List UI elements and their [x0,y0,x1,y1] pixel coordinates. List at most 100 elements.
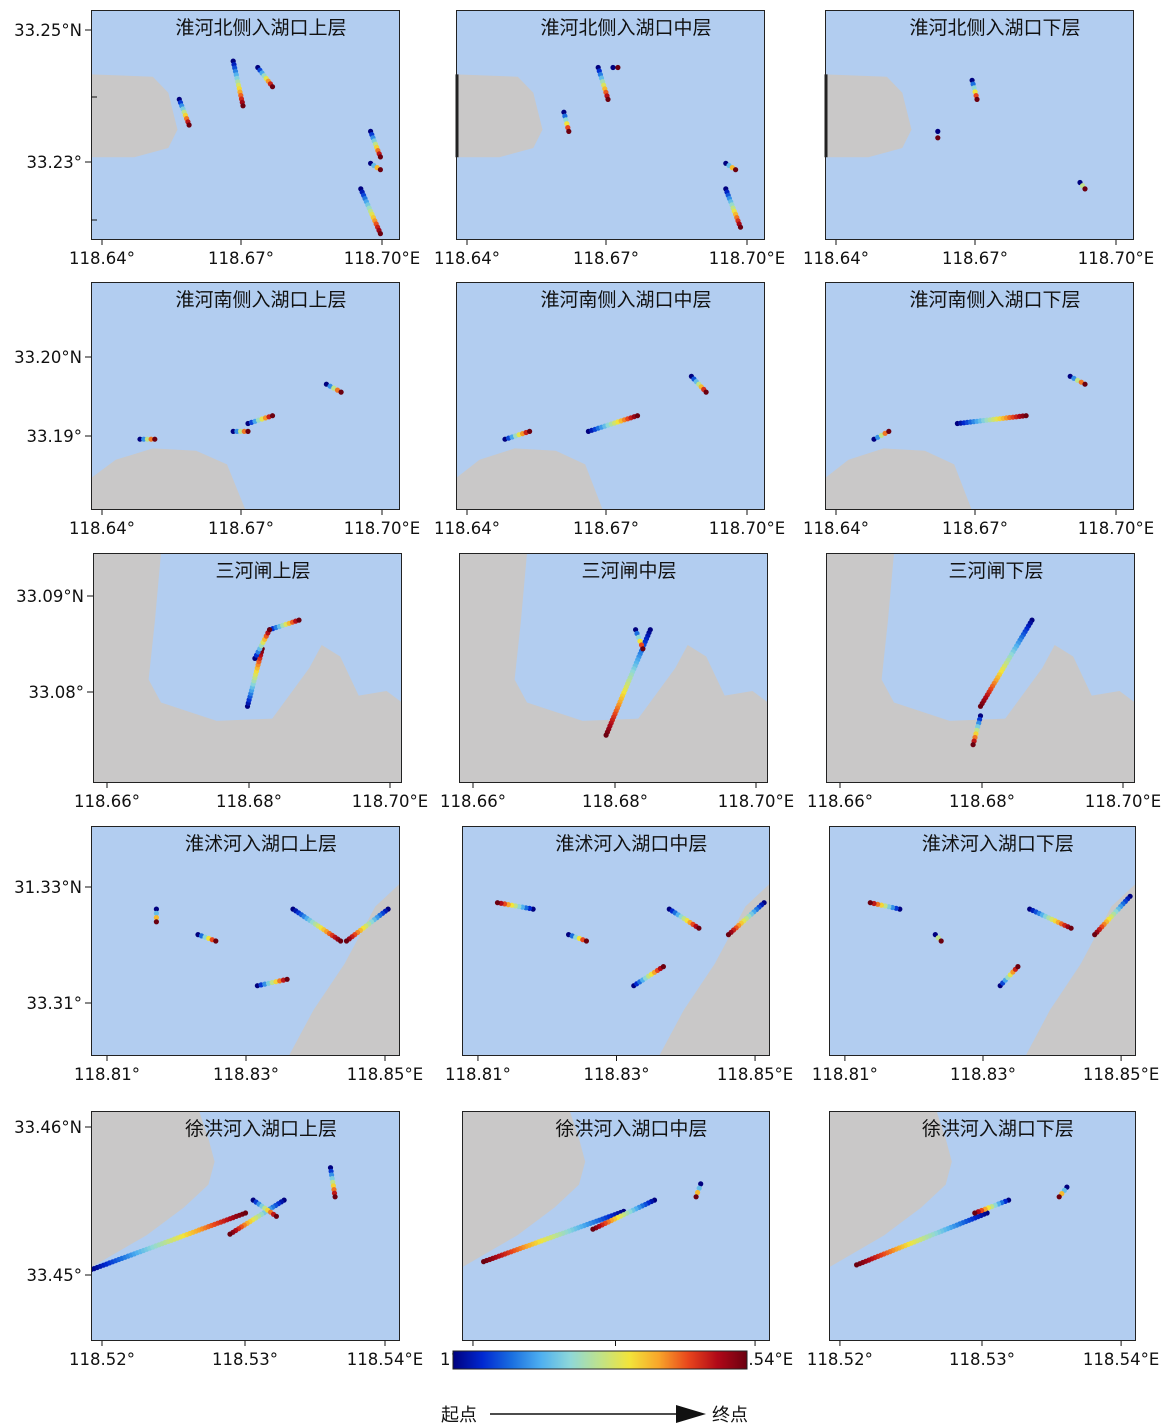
x-tick-label: 118.85°E [717,1065,793,1084]
trajectory-2 [972,1197,1012,1216]
panel-7: 三河闸上层 118.66° 118.68° 118.70°E 33.09°N 33.08° [16,553,428,811]
trajectories [871,373,1088,442]
drifter-point [269,413,276,419]
trajectory-4 [323,381,344,395]
drifter-point [267,627,273,633]
shoreline [91,448,246,510]
land-area [91,74,178,158]
trajectory-3 [997,964,1021,989]
land-area [459,553,768,783]
x-tick-label: 118.70°E [718,792,794,811]
drifter-point [527,428,533,434]
shoreline [659,883,770,1056]
drifter-point [296,617,302,623]
trajectory-1 [137,436,158,442]
drifter-point [141,436,147,442]
y-tick-label: 33.19° [27,427,83,446]
panel-frame [91,1111,400,1341]
trajectories [176,58,383,237]
x-tick-label: 118.85°E [1083,1065,1159,1084]
drifter-point [230,428,236,434]
trajectory-5 [723,186,744,230]
x-tick-label: 118.66° [440,792,506,811]
drifter-point [152,436,158,442]
x-tick-label: 118.54°E [1083,1350,1159,1369]
land-area [288,883,400,1056]
drifter-point [605,96,611,102]
drifter-point [153,910,159,916]
x-tick-label: 118.64° [803,249,869,268]
x-tick-label: 118.70°E [709,519,785,538]
x-tick-label: 118.83° [584,1065,650,1084]
drifter-point [227,1231,233,1237]
drifter-point [972,1210,978,1216]
y-tick-label: 33.25°N [14,21,82,40]
drifter-point [603,732,609,738]
panel-frame [456,282,765,510]
drifter-point [377,231,383,237]
trajectory-2 [932,932,944,944]
x-tick-label: 118.53° [949,1350,1015,1369]
panel-11: 淮沭河入湖口中层 118.81° 118.83° 118.85°E [445,826,793,1084]
shoreline [459,553,768,783]
trajectory-1 [867,900,903,912]
trajectory-1 [854,1210,990,1268]
panel-10: 淮沭河入湖口上层 118.81° 118.83° 118.85°E 31.33°N 33.… [14,826,423,1084]
panel-frame [462,826,770,1056]
x-tick-label: 118.70°E [1078,249,1154,268]
land-area [93,553,402,783]
panel-3: 淮河北侧入湖口下层 118.64° 118.67° 118.70°E [803,10,1154,268]
trajectory-1 [977,617,1035,709]
x-tick-label: 118.66° [74,792,140,811]
y-tick-label: 31.33°N [14,878,82,897]
x-tick-label: 118.70°E [1078,519,1154,538]
panel-2: 淮河北侧入湖口中层 118.64° 118.67° 118.70°E [434,10,785,268]
drifter-point [703,389,709,395]
drifter-point [935,128,941,134]
x-tick-label: 118.85°E [347,1065,423,1084]
drifter-point [273,1213,279,1219]
drifter-point [725,932,732,938]
start-label: 起点 [441,1405,477,1426]
direction-arrow-head [676,1405,706,1423]
y-tick-label: 33.45° [27,1266,83,1285]
trajectories [935,77,1088,192]
trajectory-1 [871,428,892,442]
drifter-point [615,64,621,71]
y-tick-label: 33.31° [27,994,83,1013]
trajectories [494,900,767,989]
drifter-point [234,428,240,434]
x-tick-label: 118.83° [213,1065,279,1084]
drifter-point [1068,925,1074,931]
drifter-point [696,925,702,931]
trajectory-2 [230,58,246,109]
trajectory-2 [954,413,1029,427]
drifter-point [245,428,251,434]
drifter-point [564,121,570,127]
shoreline [1025,883,1136,1056]
panel-9: 三河闸下层 118.66° 118.68° 118.70°E [807,553,1161,811]
trajectory-1 [603,627,653,738]
shoreline [456,74,543,158]
panel-frame [462,1111,770,1341]
drifter-point [977,703,984,709]
trajectory-3 [1067,373,1088,387]
trajectory-2 [195,932,219,944]
trajectory-4 [723,160,739,173]
panel-title: 淮河南侧入湖口上层 [175,289,346,311]
panel-title: 淮河北侧入湖口中层 [540,17,711,39]
panel-frame [825,282,1134,510]
trajectory-3 [252,627,273,662]
x-tick-label: 118.70°E [1085,792,1161,811]
trajectories [137,381,344,442]
colorbar-legend: 起点 终点 [441,1350,748,1426]
x-tick-label: 118.81° [445,1065,511,1084]
land-area [826,553,1135,783]
land-area [456,74,543,158]
drifter-point [660,964,667,970]
x-tick-label: 118.64° [69,519,135,538]
drifter-point [693,1194,699,1200]
drifter-point [241,428,247,434]
shoreline [825,74,912,158]
